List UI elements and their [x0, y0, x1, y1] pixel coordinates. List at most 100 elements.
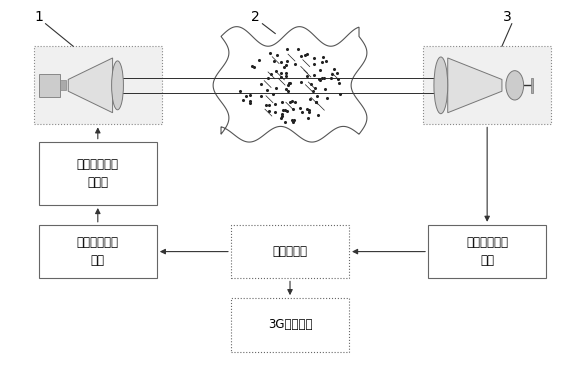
Text: 3: 3	[502, 10, 511, 24]
Point	[321, 58, 330, 64]
Point	[281, 62, 290, 68]
Point	[281, 119, 290, 125]
Point	[282, 108, 291, 115]
Point	[309, 72, 318, 78]
Point	[254, 57, 264, 63]
Ellipse shape	[434, 57, 448, 114]
Point	[283, 88, 292, 94]
Bar	[34, 46, 162, 124]
Point	[286, 80, 295, 86]
Ellipse shape	[506, 71, 524, 100]
Point	[330, 66, 339, 72]
Point	[303, 73, 312, 79]
Point	[265, 108, 274, 114]
Point	[261, 102, 271, 108]
Point	[281, 70, 290, 76]
Ellipse shape	[112, 61, 123, 110]
Point	[265, 102, 274, 108]
Point	[290, 99, 300, 105]
Text: 单片机系统: 单片机系统	[272, 245, 307, 258]
Point	[288, 119, 297, 125]
Point	[278, 113, 287, 119]
Text: 第二信号处理
电路: 第二信号处理 电路	[77, 236, 119, 267]
Point	[257, 93, 266, 99]
Point	[318, 54, 328, 60]
Point	[280, 107, 289, 113]
Point	[285, 99, 294, 105]
Point	[304, 108, 314, 115]
Bar	[231, 225, 349, 279]
Point	[320, 75, 329, 81]
Point	[271, 110, 280, 116]
Bar	[428, 225, 546, 279]
Point	[320, 87, 329, 93]
Point	[272, 68, 281, 74]
Point	[239, 97, 248, 103]
Point	[256, 81, 265, 87]
Point	[289, 117, 299, 123]
Point	[309, 55, 318, 61]
Point	[290, 61, 299, 67]
Point	[288, 106, 297, 112]
Point	[288, 117, 297, 123]
Point	[296, 105, 305, 111]
Point	[308, 88, 317, 94]
Bar	[61, 81, 66, 90]
Point	[271, 85, 281, 91]
Point	[279, 107, 288, 113]
Point	[303, 51, 312, 57]
Polygon shape	[448, 58, 502, 113]
Bar	[38, 225, 157, 279]
Point	[276, 74, 285, 80]
Point	[293, 46, 303, 52]
Point	[313, 93, 322, 99]
Point	[247, 63, 257, 69]
Point	[270, 101, 279, 107]
Point	[276, 59, 286, 65]
Point	[305, 96, 314, 102]
Point	[262, 87, 272, 93]
Point	[315, 67, 325, 73]
Point	[276, 70, 285, 76]
Point	[314, 76, 324, 82]
Point	[296, 79, 306, 85]
Point	[276, 115, 285, 121]
Point	[285, 81, 294, 87]
Point	[278, 110, 287, 116]
Point	[282, 58, 292, 64]
Point	[327, 71, 336, 77]
Point	[332, 70, 342, 76]
Bar	[38, 74, 61, 97]
Point	[249, 64, 258, 70]
Text: 激光驱动与调
制电路: 激光驱动与调 制电路	[77, 158, 119, 189]
Polygon shape	[68, 58, 112, 113]
Bar	[38, 142, 157, 205]
Point	[318, 74, 327, 81]
Point	[246, 100, 255, 106]
Point	[314, 112, 323, 118]
Point	[300, 52, 309, 58]
Point	[307, 81, 316, 87]
Point	[311, 99, 321, 105]
Point	[297, 108, 306, 115]
Point	[326, 75, 335, 81]
Point	[281, 86, 290, 92]
Point	[333, 76, 343, 82]
Point	[284, 82, 293, 88]
Point	[322, 95, 331, 101]
Point	[303, 105, 312, 112]
Point	[288, 98, 297, 104]
Point	[264, 75, 273, 81]
Point	[310, 61, 319, 67]
Point	[277, 99, 286, 105]
Point	[272, 52, 282, 58]
Point	[304, 115, 313, 121]
Point	[281, 73, 290, 79]
Point	[336, 91, 345, 98]
Point	[283, 46, 292, 52]
Point	[269, 58, 279, 64]
Point	[335, 80, 344, 86]
Point	[236, 88, 245, 94]
Point	[245, 98, 254, 104]
Point	[241, 93, 250, 99]
